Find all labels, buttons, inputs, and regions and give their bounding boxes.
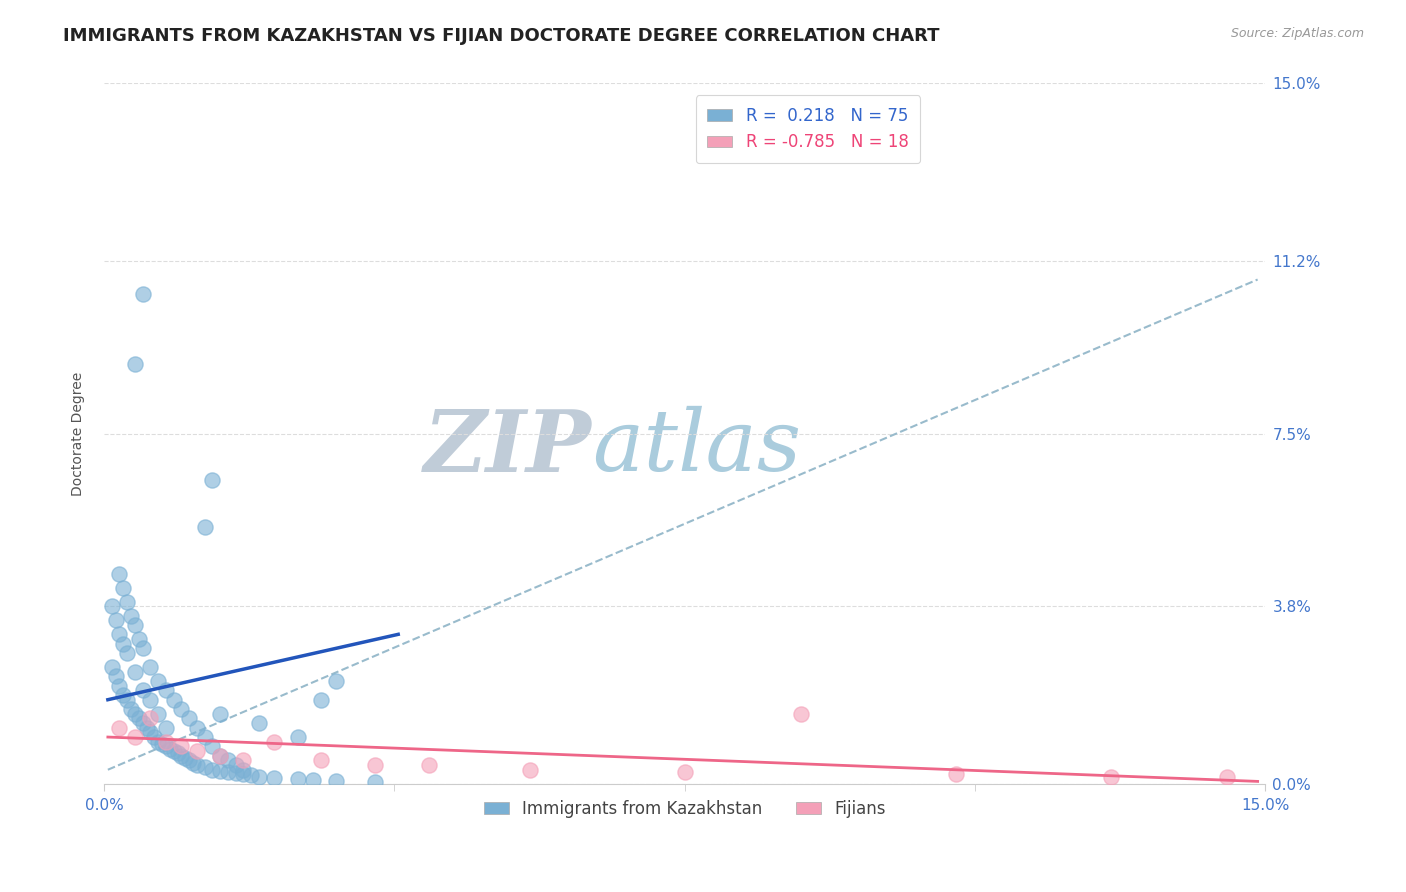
Y-axis label: Doctorate Degree: Doctorate Degree: [72, 371, 86, 496]
Point: [174, 751, 197, 765]
Point: [418, 758, 440, 772]
Point: [131, 641, 153, 656]
Point: [240, 768, 263, 782]
Point: [100, 599, 122, 614]
Point: [179, 753, 201, 767]
Point: [163, 692, 186, 706]
Point: [232, 763, 254, 777]
Point: [128, 711, 150, 725]
Point: [325, 673, 347, 688]
Point: [124, 730, 146, 744]
Point: [112, 581, 135, 595]
Point: [143, 730, 166, 744]
Point: [108, 679, 131, 693]
Point: [181, 756, 204, 770]
Point: [170, 748, 193, 763]
Point: [186, 721, 208, 735]
Point: [225, 758, 247, 772]
Legend: Immigrants from Kazakhstan, Fijians: Immigrants from Kazakhstan, Fijians: [477, 793, 893, 824]
Point: [150, 737, 173, 751]
Point: [209, 764, 232, 778]
Text: atlas: atlas: [592, 406, 801, 489]
Point: [148, 673, 170, 688]
Point: [166, 747, 188, 761]
Point: [155, 721, 177, 735]
Point: [139, 692, 162, 706]
Point: [139, 725, 162, 739]
Point: [131, 716, 153, 731]
Point: [247, 716, 270, 731]
Point: [287, 730, 309, 744]
Point: [104, 669, 127, 683]
Point: [115, 646, 138, 660]
Text: IMMIGRANTS FROM KAZAKHSTAN VS FIJIAN DOCTORATE DEGREE CORRELATION CHART: IMMIGRANTS FROM KAZAKHSTAN VS FIJIAN DOC…: [63, 27, 939, 45]
Point: [124, 618, 146, 632]
Point: [247, 770, 270, 784]
Point: [194, 520, 217, 534]
Point: [1215, 770, 1237, 784]
Point: [163, 744, 186, 758]
Point: [194, 730, 217, 744]
Point: [263, 771, 285, 785]
Point: [209, 748, 232, 763]
Point: [104, 613, 127, 627]
Point: [124, 706, 146, 721]
Point: [120, 608, 142, 623]
Point: [217, 765, 239, 780]
Point: [108, 721, 131, 735]
Point: [790, 706, 813, 721]
Point: [209, 706, 232, 721]
Point: [302, 772, 325, 787]
Point: [108, 627, 131, 641]
Point: [139, 711, 162, 725]
Point: [309, 692, 332, 706]
Point: [194, 760, 217, 774]
Point: [201, 739, 224, 754]
Point: [155, 739, 177, 754]
Point: [108, 566, 131, 581]
Point: [179, 711, 201, 725]
Point: [232, 767, 254, 781]
Point: [115, 692, 138, 706]
Point: [170, 702, 193, 716]
Point: [148, 735, 170, 749]
Point: [120, 702, 142, 716]
Point: [186, 744, 208, 758]
Point: [148, 706, 170, 721]
Point: [364, 775, 387, 789]
Point: [201, 763, 224, 777]
Point: [112, 637, 135, 651]
Point: [325, 773, 347, 788]
Point: [155, 735, 177, 749]
Point: [673, 765, 696, 780]
Point: [115, 595, 138, 609]
Point: [170, 739, 193, 754]
Point: [139, 660, 162, 674]
Point: [225, 766, 247, 780]
Point: [135, 721, 157, 735]
Point: [186, 758, 208, 772]
Point: [128, 632, 150, 646]
Point: [209, 748, 232, 763]
Text: Source: ZipAtlas.com: Source: ZipAtlas.com: [1230, 27, 1364, 40]
Point: [217, 753, 239, 767]
Point: [263, 735, 285, 749]
Point: [1099, 770, 1122, 784]
Point: [112, 688, 135, 702]
Point: [201, 473, 224, 487]
Point: [364, 758, 387, 772]
Point: [159, 741, 181, 756]
Point: [100, 660, 122, 674]
Point: [124, 357, 146, 371]
Point: [309, 753, 332, 767]
Text: ZIP: ZIP: [423, 406, 592, 490]
Point: [155, 683, 177, 698]
Point: [287, 772, 309, 786]
Point: [232, 753, 254, 767]
Point: [519, 763, 541, 777]
Point: [131, 286, 153, 301]
Point: [945, 767, 967, 781]
Point: [131, 683, 153, 698]
Point: [124, 665, 146, 679]
